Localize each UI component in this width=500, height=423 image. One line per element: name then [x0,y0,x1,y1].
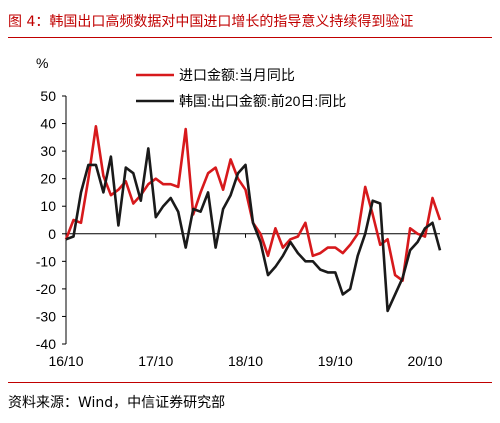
x-tick-label: 18/10 [228,353,263,369]
x-tick-label: 19/10 [318,353,353,369]
y-tick-label: -30 [36,308,56,324]
series-line-korea-export-yoy [65,147,442,313]
x-tick-label: 17/10 [138,353,173,369]
figure-source: 资料来源：Wind，中信证券研究部 [8,395,226,411]
figure-title: 图 4：韩国出口高频数据对中国进口增长的指导意义持续得到验证 [8,14,414,30]
y-tick-label: -10 [36,253,56,269]
y-tick-label: -20 [36,281,56,297]
title-divider [8,37,492,38]
source-divider [8,382,492,383]
y-tick-label: 10 [40,198,56,214]
x-tick-label: 20/10 [408,353,443,369]
y-tick-label: 20 [40,171,56,187]
x-tick-label: 16/10 [48,353,83,369]
y-axis-unit-label: % [36,55,48,71]
y-tick-label: 50 [40,88,56,104]
legend-label: 进口金额:当月同比 [179,67,295,83]
y-tick-label: -40 [36,336,56,352]
legend-label: 韩国:出口金额:前20日:同比 [179,93,346,109]
y-tick-label: 30 [40,143,56,159]
y-tick-label: 0 [48,226,56,242]
y-tick-label: 40 [40,116,56,132]
